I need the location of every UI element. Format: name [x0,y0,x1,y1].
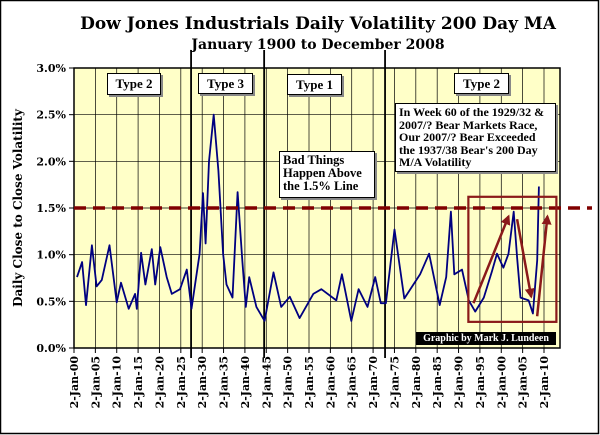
x-tick-label: 2-Jan-50 [282,356,295,409]
volatility-series-line [76,113,540,322]
x-tick-label: 2-Jan-90 [453,356,466,409]
y-tick-label: 1.0% [36,249,66,262]
x-tick-label: 2-Jan-30 [196,356,209,409]
y-tick-label: 3.0% [36,62,66,75]
annotation-type1: Type 1 [287,74,342,95]
x-tick-label: 2-Jan-35 [218,356,231,408]
x-tick-label: 2-Jan-10 [111,356,124,409]
x-tick-label: 2-Jan-20 [153,356,166,409]
y-tick-label: 0.5% [36,295,66,308]
trend-arrow [515,218,535,299]
annotation-week60: In Week 60 of the 1929/32 & 2007/? Bear … [395,103,556,172]
x-tick-label: 2-Jan-05 [517,356,530,408]
credit-label: Graphic by Mark J. Lundeen [416,332,556,345]
y-tick-label: 2.5% [36,109,66,122]
x-tick-label: 2-Jan-60 [324,356,337,409]
x-tick-label: 2-Jan-75 [388,356,401,408]
chart-subtitle: January 1900 to December 2008 [189,37,444,53]
x-tick-label: 2-Jan-00 [495,356,508,409]
x-tick-label: 2-Jan-55 [303,356,316,408]
annotation-bad-things: Bad Things Happen Above the 1.5% Line [279,151,375,198]
x-tick-label: 2-Jan-00 [68,356,81,409]
x-tick-label: 2-Jan-10 [538,356,551,409]
y-axis-label: Daily Close to Close Volatility [11,108,25,307]
x-tick-label: 2-Jan-80 [410,356,423,409]
x-tick-label: 2-Jan-15 [132,356,145,408]
x-tick-label: 2-Jan-05 [89,356,102,408]
trend-arrow [535,214,552,317]
y-tick-label: 2.0% [36,155,66,168]
chart-title: Dow Jones Industrials Daily Volatility 2… [80,14,557,34]
x-tick-label: 2-Jan-95 [474,356,487,408]
trend-arrow [472,214,511,304]
y-tick-label: 0.0% [36,342,66,355]
x-tick-label: 2-Jan-70 [367,356,380,409]
annotation-type2-left: Type 2 [107,73,161,95]
x-tick-label: 2-Jan-45 [260,356,273,408]
x-tick-label: 2-Jan-25 [175,356,188,408]
x-tick-label: 2-Jan-85 [431,356,444,408]
y-tick-label: 1.5% [36,202,66,215]
x-tick-label: 2-Jan-40 [239,356,252,409]
x-tick-label: 2-Jan-65 [346,356,359,408]
annotation-type2-right: Type 2 [454,73,509,94]
highlight-box [467,195,558,323]
annotation-type3: Type 3 [198,73,253,94]
